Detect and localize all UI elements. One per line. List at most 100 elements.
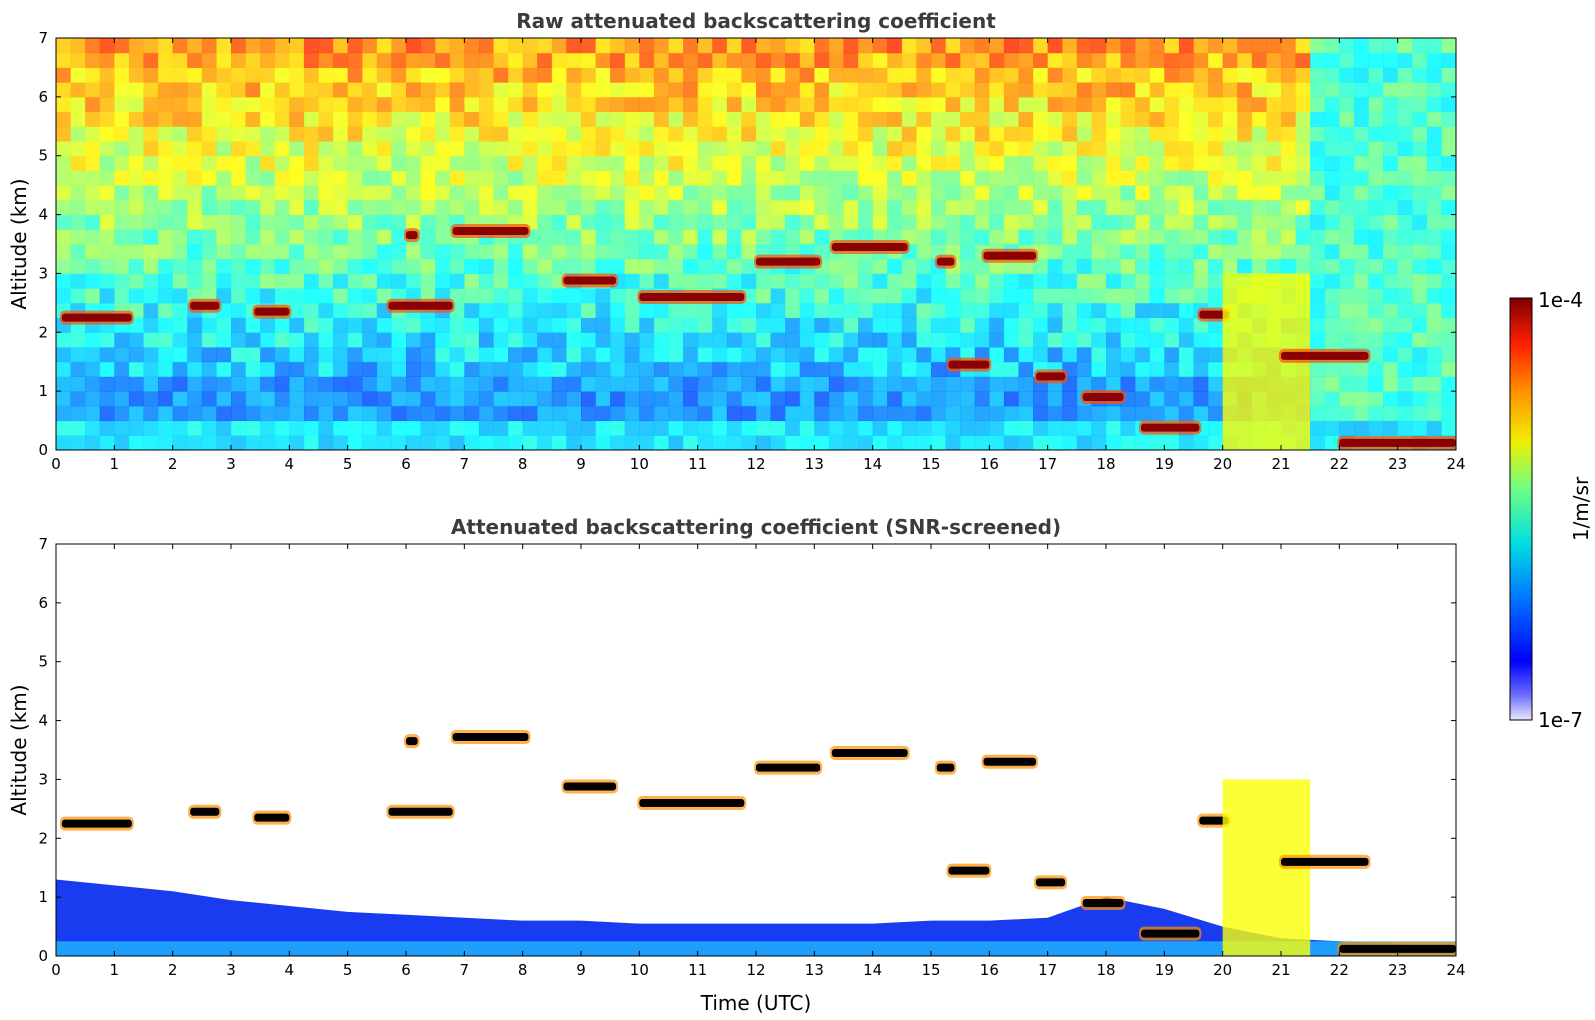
backscatter-cell	[289, 67, 305, 83]
backscatter-cell	[828, 141, 844, 157]
cloud-layer	[61, 313, 132, 322]
backscatter-cell	[376, 435, 392, 450]
backscatter-cell	[712, 214, 728, 230]
backscatter-cell	[770, 185, 786, 201]
backscatter-cell	[1091, 302, 1107, 319]
backscatter-cell	[1441, 244, 1456, 260]
backscatter-cell	[85, 273, 101, 289]
backscatter-cell	[420, 273, 436, 289]
y-tick-label: 2	[38, 323, 48, 341]
backscatter-cell	[1295, 170, 1311, 186]
backscatter-cell	[347, 288, 363, 304]
backscatter-cell	[128, 273, 144, 289]
backscatter-cell	[406, 199, 422, 216]
backscatter-cell	[887, 38, 903, 54]
backscatter-cell	[770, 111, 786, 127]
backscatter-cell	[1106, 347, 1122, 363]
backscatter-cell	[187, 317, 203, 333]
backscatter-cell	[1426, 199, 1442, 216]
x-tick-label: 21	[1271, 961, 1290, 979]
backscatter-cell	[260, 214, 276, 230]
backscatter-cell	[566, 317, 582, 333]
backscatter-cell	[624, 420, 640, 436]
backscatter-cell	[245, 111, 261, 127]
backscatter-cell	[741, 170, 757, 186]
backscatter-cell	[1208, 214, 1224, 230]
backscatter-cell	[595, 347, 611, 363]
backscatter-cell	[114, 244, 130, 260]
cloud-layer	[563, 276, 616, 285]
backscatter-cell	[1237, 214, 1253, 230]
backscatter-cell	[1033, 67, 1049, 83]
backscatter-cell	[245, 38, 261, 54]
x-tick-label: 11	[688, 961, 707, 979]
backscatter-cell	[945, 52, 961, 68]
cloud-layer	[563, 782, 616, 791]
backscatter-cell	[158, 347, 174, 363]
backscatter-cell	[274, 185, 290, 201]
backscatter-cell	[231, 111, 247, 127]
backscatter-cell	[158, 273, 174, 289]
backscatter-cell	[814, 141, 830, 157]
heatmap-area	[56, 730, 1456, 956]
backscatter-cell	[1135, 82, 1151, 98]
backscatter-cell	[887, 126, 903, 142]
backscatter-cell	[639, 155, 655, 171]
backscatter-cell	[697, 420, 713, 436]
backscatter-cell	[1076, 347, 1092, 363]
backscatter-cell	[201, 229, 217, 245]
backscatter-cell	[799, 185, 815, 201]
backscatter-cell	[435, 391, 451, 407]
backscatter-cell	[420, 317, 436, 333]
backscatter-cell	[799, 170, 815, 186]
backscatter-cell	[1295, 111, 1311, 127]
backscatter-cell	[581, 52, 597, 68]
backscatter-cell	[187, 155, 203, 171]
backscatter-cell	[493, 52, 509, 68]
backscatter-cell	[289, 126, 305, 142]
backscatter-cell	[1149, 52, 1165, 68]
backscatter-cell	[114, 214, 130, 230]
backscatter-cell	[843, 405, 859, 422]
backscatter-cell	[1310, 332, 1326, 348]
backscatter-cell	[537, 332, 553, 348]
backscatter-cell	[1033, 170, 1049, 186]
backscatter-cell	[537, 302, 553, 319]
backscatter-cell	[1339, 288, 1355, 304]
backscatter-cell	[785, 126, 801, 142]
backscatter-cell	[347, 141, 363, 157]
backscatter-cell	[1047, 258, 1063, 274]
backscatter-cell	[1091, 111, 1107, 127]
backscatter-cell	[1353, 52, 1369, 68]
backscatter-cell	[333, 273, 349, 289]
backscatter-cell	[201, 405, 217, 422]
backscatter-cell	[1047, 38, 1063, 54]
backscatter-cell	[1368, 141, 1384, 157]
backscatter-cell	[799, 199, 815, 216]
backscatter-cell	[872, 302, 888, 319]
backscatter-cell	[1324, 155, 1340, 171]
backscatter-cell	[843, 185, 859, 201]
backscatter-cell	[1222, 126, 1238, 142]
backscatter-cell	[858, 317, 874, 333]
backscatter-cell	[785, 38, 801, 54]
backscatter-cell	[508, 155, 524, 171]
backscatter-cell	[85, 391, 101, 407]
backscatter-cell	[1266, 185, 1282, 201]
backscatter-cell	[595, 435, 611, 450]
backscatter-cell	[1091, 199, 1107, 216]
backscatter-cell	[1149, 141, 1165, 157]
backscatter-cell	[872, 273, 888, 289]
backscatter-cell	[274, 258, 290, 274]
backscatter-cell	[1397, 332, 1413, 348]
backscatter-cell	[406, 82, 422, 98]
backscatter-cell	[1003, 185, 1019, 201]
backscatter-cell	[420, 376, 436, 392]
backscatter-cell	[1062, 155, 1078, 171]
cloud-layer	[190, 301, 220, 310]
backscatter-cell	[391, 405, 407, 422]
backscatter-cell	[931, 420, 947, 436]
backscatter-cell	[931, 317, 947, 333]
backscatter-cell	[1237, 82, 1253, 98]
backscatter-cell	[916, 82, 932, 98]
